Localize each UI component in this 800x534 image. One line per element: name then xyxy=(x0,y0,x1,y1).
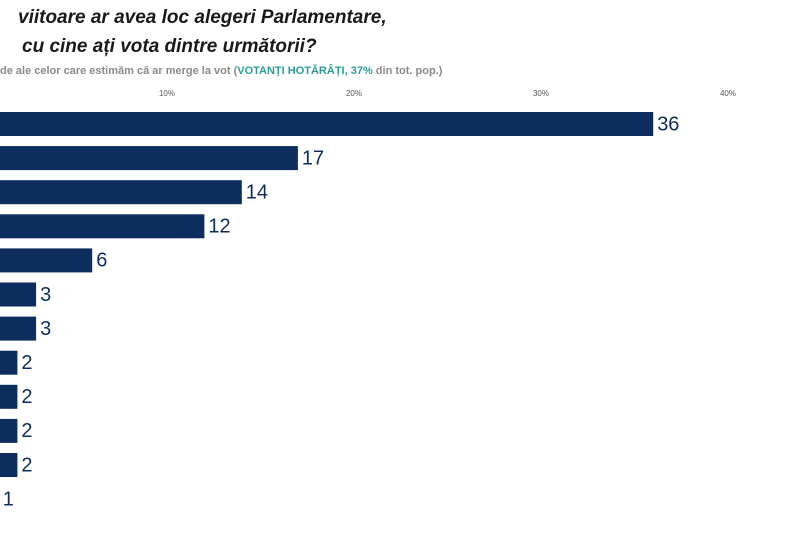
bar xyxy=(0,316,37,341)
bar xyxy=(0,180,242,205)
value-label: 12 xyxy=(208,216,230,238)
chart-title-line: viitoare ar avea loc alegeri Parlamentar… xyxy=(18,7,387,28)
bar xyxy=(0,214,205,239)
bar xyxy=(0,282,37,307)
x-tick-label: 20% xyxy=(346,89,362,98)
chart-title-line: cu cine ați vota dintre următorii? xyxy=(22,36,317,57)
value-label: 2 xyxy=(21,352,32,374)
value-label: 2 xyxy=(21,386,32,408)
value-label: 2 xyxy=(21,454,32,476)
x-tick-label: 10% xyxy=(159,89,175,98)
value-label: 2 xyxy=(21,420,32,442)
value-label: 17 xyxy=(302,147,324,169)
bar xyxy=(0,350,18,375)
bar xyxy=(0,112,654,136)
bar xyxy=(0,418,18,443)
bar xyxy=(0,453,18,477)
x-tick-label: 40% xyxy=(720,89,736,98)
chart-subtitle: de ale celor care estimăm că ar merge la… xyxy=(0,64,443,77)
subtitle-part: VOTANȚI HOTĂRÂȚI, 37% xyxy=(237,64,373,77)
bar xyxy=(0,248,93,273)
value-label: 36 xyxy=(657,113,679,135)
value-label: 14 xyxy=(246,181,268,203)
bar xyxy=(0,384,18,409)
value-label: 3 xyxy=(40,318,51,340)
value-label: 3 xyxy=(40,284,51,306)
subtitle-part: din tot. pop.) xyxy=(373,65,443,77)
bar xyxy=(0,146,298,171)
x-tick-label: 30% xyxy=(533,89,549,98)
value-label: 6 xyxy=(96,250,107,272)
value-label: 1 xyxy=(3,488,14,510)
subtitle-part: de ale celor care estimăm că ar merge la… xyxy=(0,65,238,77)
